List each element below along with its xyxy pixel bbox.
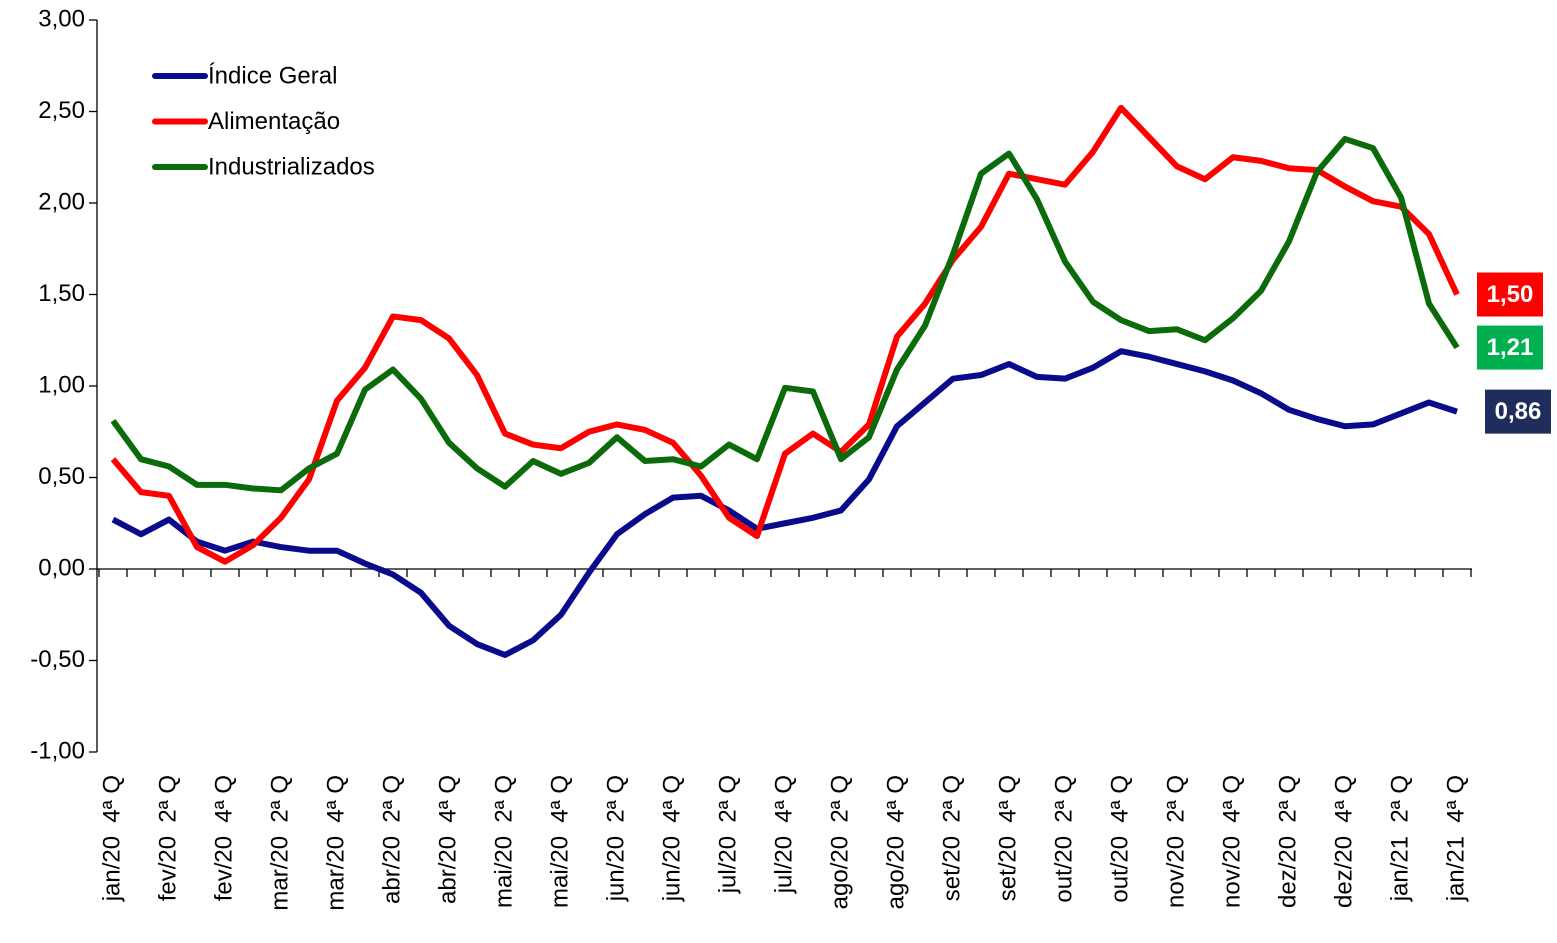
x-tick-label: nov/20 2ª Q (1162, 775, 1189, 908)
value-label-box (1477, 325, 1543, 370)
x-tick-label: jun/20 4ª Q (658, 775, 685, 902)
y-tick-label: 2,00 (38, 188, 85, 215)
y-tick-label: 1,00 (38, 371, 85, 398)
x-tick-label: ago/20 4ª Q (882, 775, 909, 909)
x-tick-label: ago/20 2ª Q (826, 775, 853, 909)
legend-label: Industrializados (208, 153, 375, 180)
series-line (110, 104, 1460, 565)
value-label-text: 1,21 (1487, 334, 1534, 361)
x-tick-label: mai/20 4ª Q (546, 775, 573, 908)
x-tick-label: out/20 4ª Q (1106, 775, 1133, 903)
y-tick-label: 0,00 (38, 554, 85, 581)
series-line (111, 348, 1458, 659)
value-label: 1,21 (1477, 325, 1543, 370)
x-tick-label: mai/20 2ª Q (490, 775, 517, 908)
value-label: 1,50 (1477, 272, 1543, 317)
value-label-text: 0,86 (1495, 398, 1542, 425)
x-tick-label: nov/20 4ª Q (1218, 775, 1245, 908)
x-tick-label: jul/20 2ª Q (714, 775, 741, 894)
x-tick-label: abr/20 2ª Q (378, 775, 405, 904)
legend-label: Índice Geral (208, 62, 337, 89)
x-tick-label: jun/20 2ª Q (602, 775, 629, 902)
y-tick-label: 2,50 (38, 97, 85, 124)
x-tick-label: fev/20 2ª Q (154, 775, 181, 901)
x-tick-label: dez/20 2ª Q (1274, 775, 1301, 908)
x-tick-label: jul/20 4ª Q (770, 775, 797, 894)
x-tick-label: fev/20 4ª Q (210, 775, 237, 901)
x-tick-label: mar/20 2ª Q (266, 775, 293, 911)
value-label-box (1485, 389, 1551, 434)
legend-label: Alimentação (208, 108, 340, 135)
x-tick-label: jan/21 4ª Q (1442, 775, 1469, 902)
x-tick-label: set/20 4ª Q (994, 775, 1021, 901)
x-tick-label: out/20 2ª Q (1050, 775, 1077, 903)
x-tick-label: mar/20 4ª Q (322, 775, 349, 911)
value-label: 0,86 (1485, 389, 1551, 434)
value-label-text: 1,50 (1487, 281, 1534, 308)
x-tick-label: abr/20 4ª Q (434, 775, 461, 904)
x-tick-label: set/20 2ª Q (938, 775, 965, 901)
y-tick-label: -1,00 (30, 737, 85, 764)
series-line (110, 135, 1460, 494)
y-tick-label: 0,50 (38, 463, 85, 490)
x-tick-label: jan/20 4ª Q (98, 775, 125, 902)
y-tick-label: 3,00 (38, 5, 85, 32)
y-tick-label: 1,50 (38, 280, 85, 307)
x-tick-label: dez/20 4ª Q (1330, 775, 1357, 908)
x-tick-label: jan/21 2ª Q (1386, 775, 1413, 902)
value-label-box (1477, 272, 1543, 317)
y-tick-label: -0,50 (30, 646, 85, 673)
